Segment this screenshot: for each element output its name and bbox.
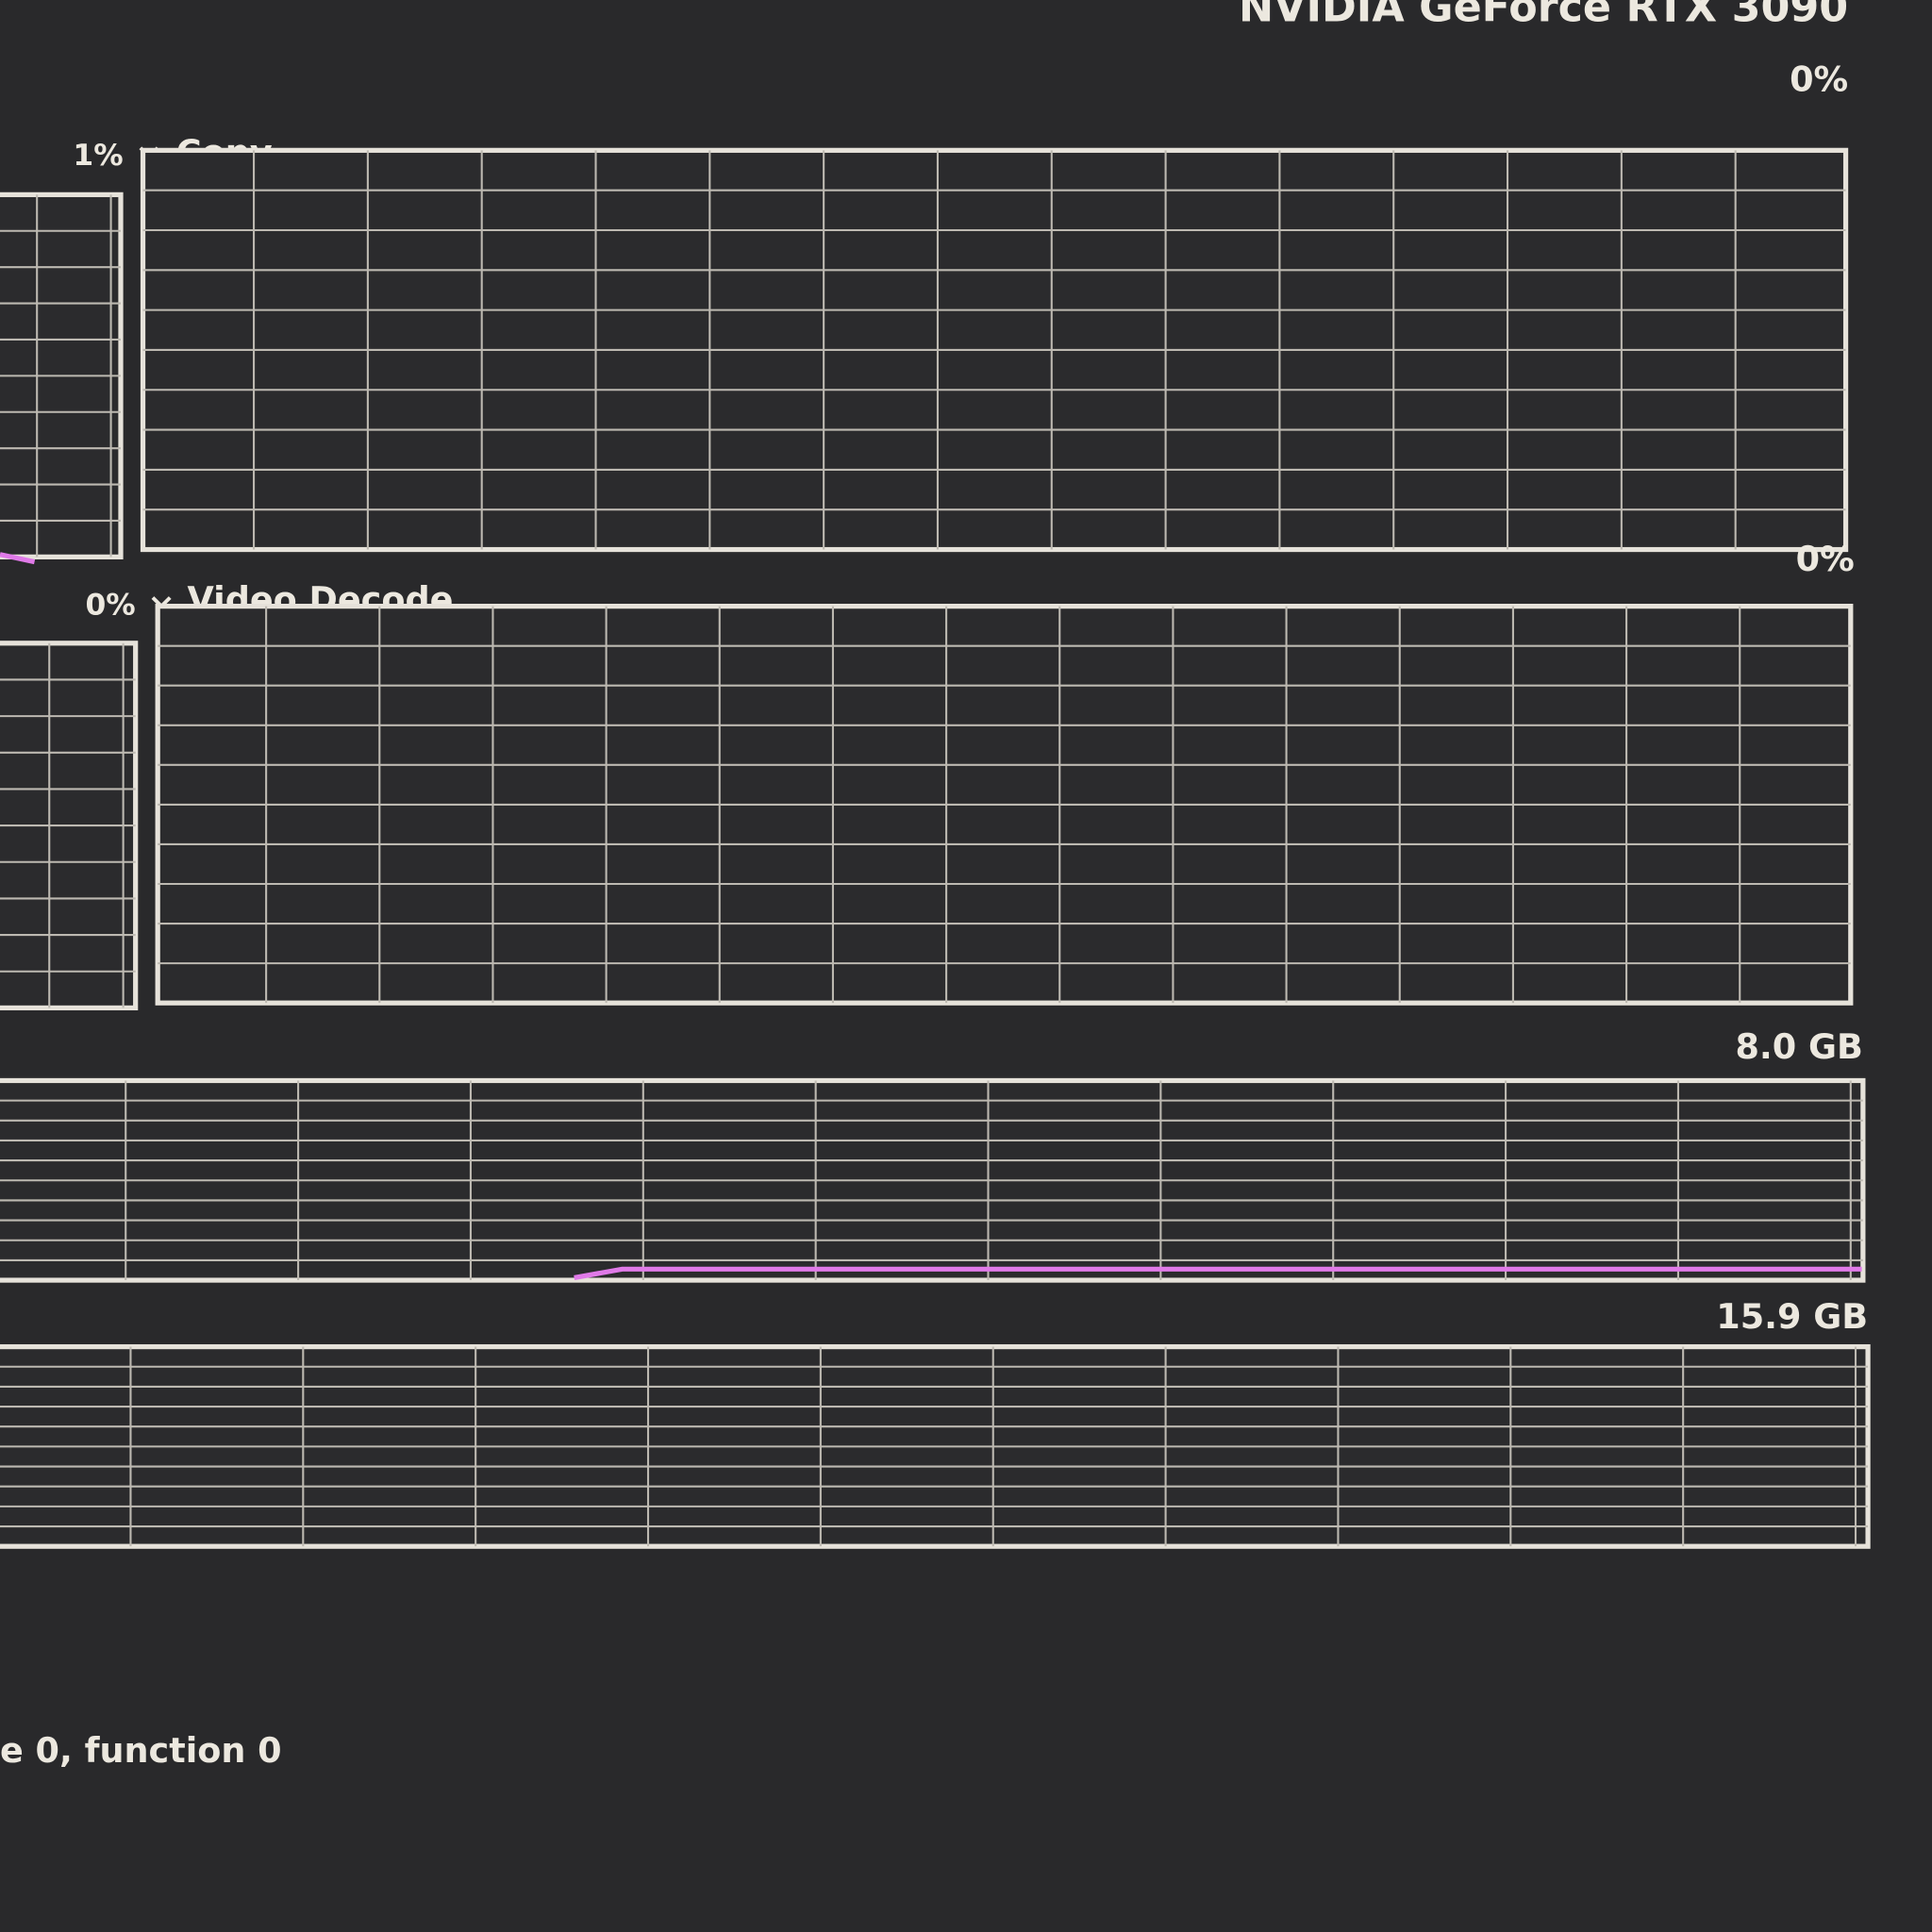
copy-percent: 1% (73, 139, 123, 173)
copy-max: 0% (1790, 59, 1848, 100)
usage-line (574, 1266, 1862, 1281)
memory-max: 8.0 GB (1735, 1026, 1862, 1067)
memory-max: 15.9 GB (1716, 1296, 1868, 1337)
gpu-title: NVIDIA GeForce RTX 3090 (1239, 0, 1848, 31)
device-location: e 0, function 0 (0, 1730, 282, 1771)
grid-layer (0, 150, 1869, 1547)
decode-percent: 0% (85, 589, 135, 623)
usage-line (0, 552, 36, 565)
decode-max: 0% (1796, 539, 1855, 579)
